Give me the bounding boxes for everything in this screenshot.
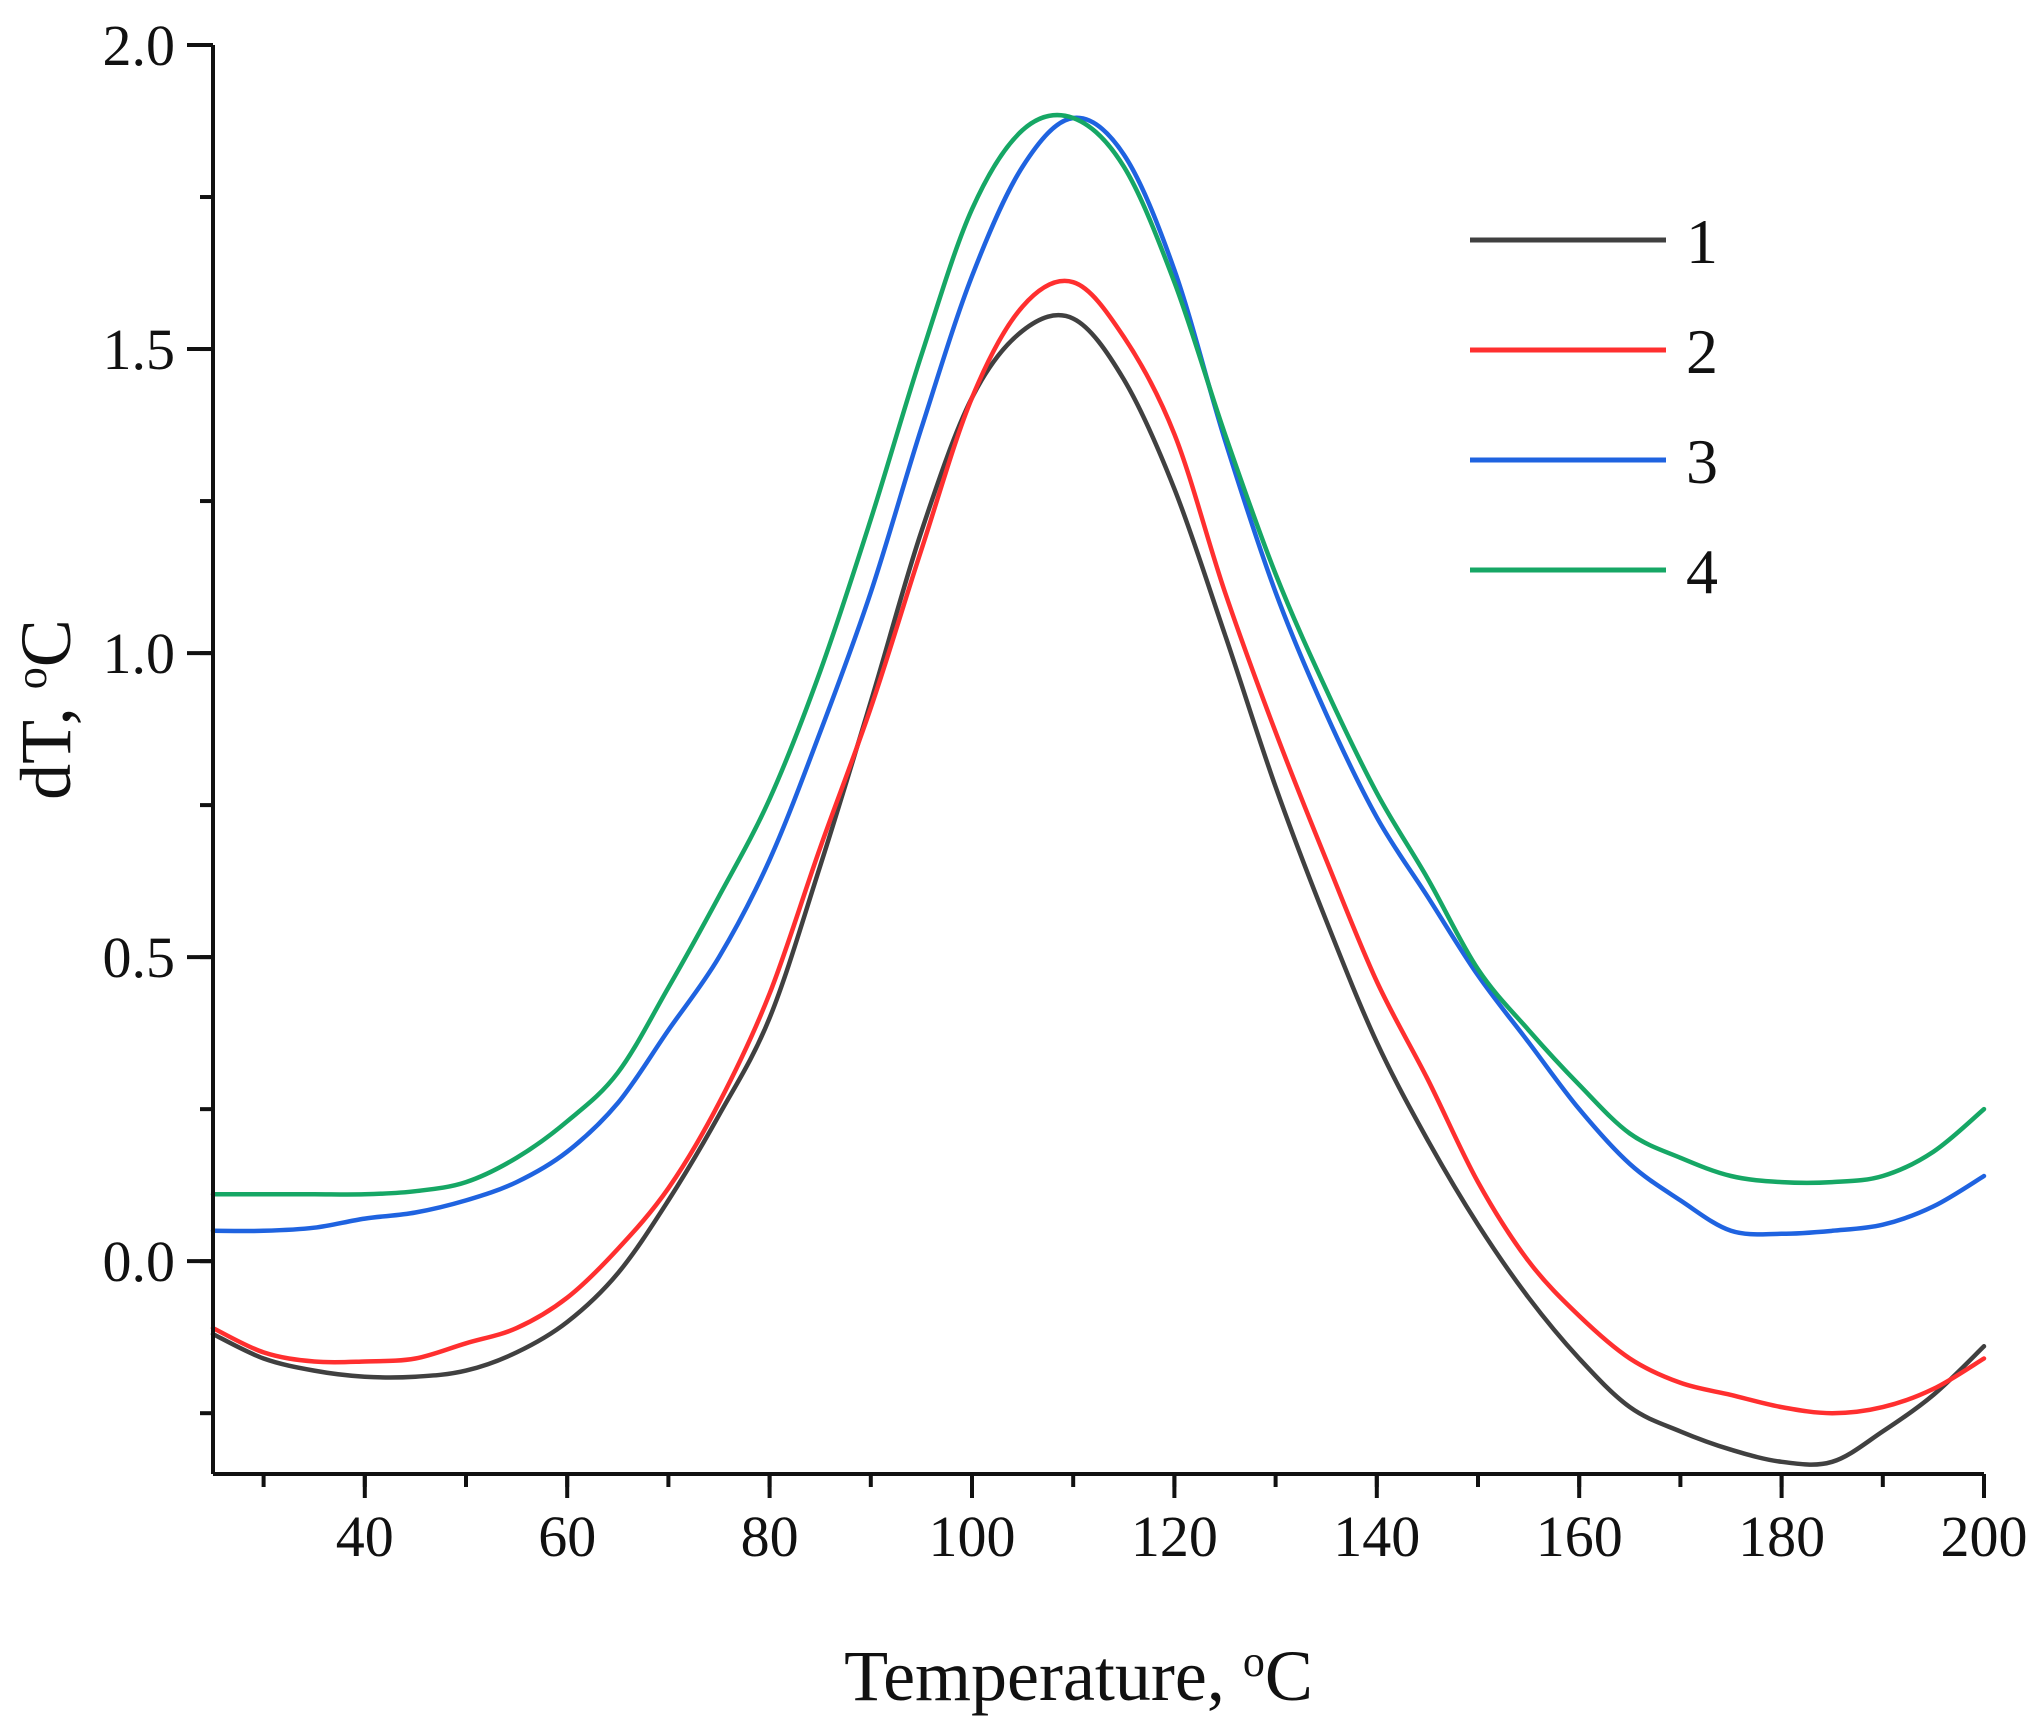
x-axis-title-degree: o xyxy=(1243,1637,1265,1686)
ticks-layer: 40 60 80 100 120 140 160 180 200 0.0 0.5 1.0 1.5 2.0 xyxy=(103,13,2027,1569)
y-axis-title-degree: o xyxy=(7,667,56,689)
series-layer xyxy=(210,112,1987,1467)
series-line-1 xyxy=(210,312,1987,1467)
series-line-4 xyxy=(210,112,1987,1197)
y-axis-title-text: dT, xyxy=(6,689,86,800)
x-tick-label: 140 xyxy=(1333,1504,1420,1569)
x-axis-title-unit: C xyxy=(1265,1636,1313,1716)
x-tick-label: 200 xyxy=(1941,1504,2027,1569)
y-axis-title: dT, oC xyxy=(6,619,86,800)
x-axis-title-text: Temperature, xyxy=(844,1636,1243,1716)
legend-label-3: 3 xyxy=(1686,426,1718,497)
series-line-3 xyxy=(210,115,1987,1237)
y-tick-label: 1.5 xyxy=(103,317,176,382)
y-tick-label: 0.0 xyxy=(103,1229,176,1294)
x-tick-label: 40 xyxy=(336,1504,394,1569)
x-tick-label: 180 xyxy=(1738,1504,1825,1569)
legend: 1 2 3 4 xyxy=(1470,206,1718,607)
series-line-2 xyxy=(210,278,1987,1416)
y-axis-title-unit: C xyxy=(6,619,86,667)
x-tick-label: 60 xyxy=(538,1504,596,1569)
x-tick-label: 160 xyxy=(1536,1504,1623,1569)
axes-layer xyxy=(211,45,1984,1476)
x-axis-title: Temperature, oC xyxy=(844,1636,1313,1716)
legend-label-4: 4 xyxy=(1686,536,1718,607)
x-tick-label: 80 xyxy=(741,1504,799,1569)
y-tick-label: 0.5 xyxy=(103,925,176,990)
legend-label-2: 2 xyxy=(1686,316,1718,387)
y-tick-label: 2.0 xyxy=(103,13,176,78)
y-tick-label: 1.0 xyxy=(103,621,176,686)
x-tick-label: 120 xyxy=(1131,1504,1218,1569)
x-tick-label: 100 xyxy=(929,1504,1016,1569)
legend-label-1: 1 xyxy=(1686,206,1718,277)
